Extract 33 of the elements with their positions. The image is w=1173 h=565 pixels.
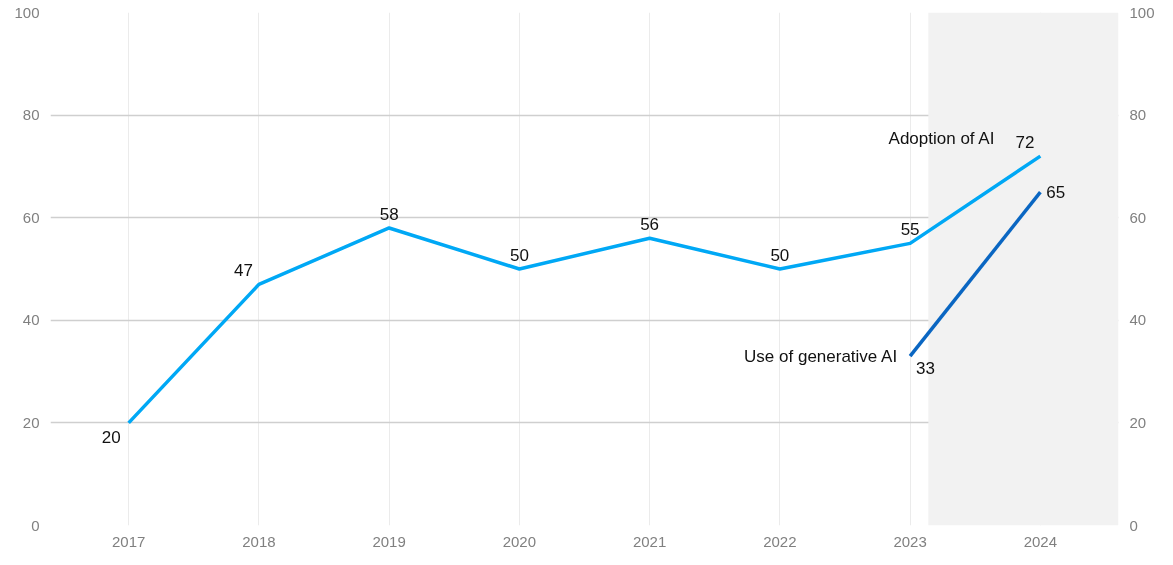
y-tick-label: 40 <box>22 311 40 329</box>
y-tick-label: 100 <box>14 3 40 21</box>
data-label: 50 <box>509 246 529 265</box>
data-label: 33 <box>916 359 936 379</box>
y-tick-label: 0 <box>31 516 40 534</box>
y2-tick-label: 60 <box>1129 208 1147 226</box>
y-tick-label: 60 <box>22 208 40 226</box>
x-tick-label: 2024 <box>1023 532 1058 550</box>
data-label: 56 <box>640 215 660 235</box>
x-tick-label: 2017 <box>111 532 146 550</box>
data-label: 72 <box>1015 133 1035 153</box>
y2-tick-label: 20 <box>1129 413 1147 431</box>
x-tick-label: 2021 <box>632 532 667 550</box>
x-tick-label: 2020 <box>502 532 537 550</box>
x-tick-label: 2019 <box>372 532 406 550</box>
line-series <box>126 154 1043 425</box>
data-label: 58 <box>379 204 399 224</box>
y-tick-label: 80 <box>22 106 40 124</box>
data-label: 47 <box>233 261 253 281</box>
series-label: Use of generative AI <box>744 346 898 366</box>
y2-tick-label: 0 <box>1129 516 1138 534</box>
data-label: 55 <box>900 220 920 240</box>
data-label: 20 <box>101 427 121 447</box>
x-tick-label: 2018 <box>242 532 276 550</box>
data-label: 50 <box>770 246 790 265</box>
x-tick-label: 2022 <box>763 532 797 550</box>
y-tick-label: 20 <box>22 413 40 431</box>
data-label: 65 <box>1046 183 1066 203</box>
y2-tick-label: 100 <box>1129 3 1155 21</box>
y2-tick-label: 80 <box>1129 106 1147 124</box>
x-tick-label: 2023 <box>893 532 927 550</box>
y2-tick-label: 40 <box>1129 311 1147 329</box>
series-label: Adoption of AI <box>888 129 995 149</box>
